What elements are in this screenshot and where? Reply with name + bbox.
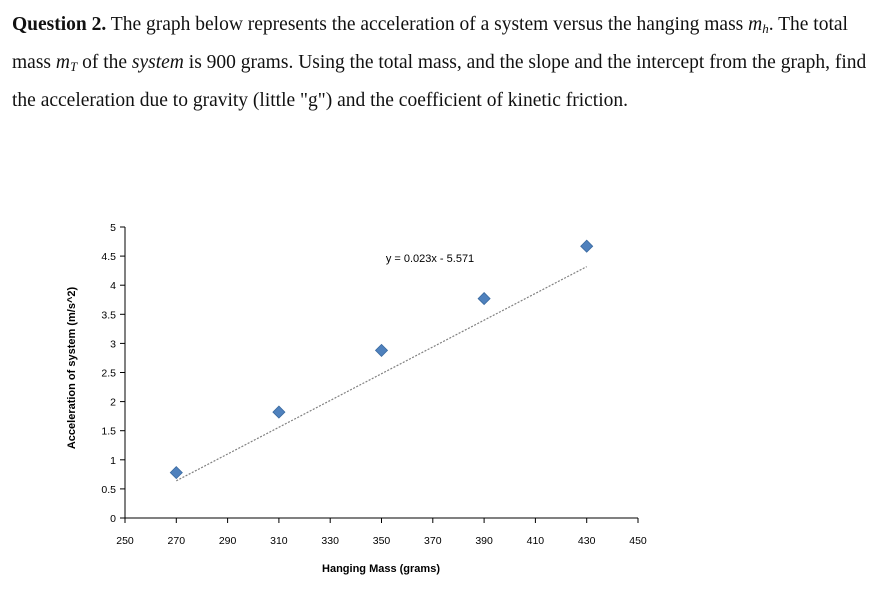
acceleration-chart: 0 0.5 1 1.5 2 2.5 3 3.5 4 4.5 5 250 270 290 310 330 350 3… <box>58 210 668 595</box>
question-text-part2: . The total mass <box>12 14 848 73</box>
chart-axes: 0 0.5 1 1.5 2 2.5 3 3.5 4 4.5 5 250 270 290 310 330 350 3… <box>101 222 647 547</box>
x-tick-label: 410 <box>527 535 545 547</box>
trendline <box>176 266 587 482</box>
x-tick-label: 350 <box>373 535 391 547</box>
y-tick-label: 2.5 <box>101 368 116 380</box>
data-point <box>477 292 491 306</box>
question-label: Question 2. <box>12 14 107 35</box>
data-point <box>374 343 389 357</box>
x-tick-label: 430 <box>578 535 596 547</box>
data-point <box>580 239 594 253</box>
y-tick-label: 4.5 <box>101 251 116 263</box>
total-mass-symbol: mT <box>55 52 78 74</box>
chart-svg: 0 0.5 1 1.5 2 2.5 3 3.5 4 4.5 5 250 270 290 310 330 350 3… <box>66 222 647 575</box>
y-tick-label: 2 <box>110 397 116 409</box>
y-tick-label: 4 <box>110 280 116 292</box>
system-word: system <box>131 52 184 73</box>
data-point <box>169 466 183 480</box>
question-text: Question 2. The graph below represents t… <box>12 6 872 120</box>
x-tick-label: 290 <box>219 535 237 547</box>
y-tick-label: 3 <box>110 338 116 350</box>
y-tick-label: 1.5 <box>101 426 116 438</box>
data-point <box>272 405 286 419</box>
x-tick-label: 330 <box>321 535 339 547</box>
x-axis-title: Hanging Mass (grams) <box>322 563 440 575</box>
x-tick-label: 250 <box>116 535 134 547</box>
hanging-mass-symbol: mh <box>748 14 769 36</box>
question-text-part4: is 900 grams. Using the total mass, and … <box>12 52 867 111</box>
y-tick-label: 5 <box>110 222 116 234</box>
trendline-equation-label: y = 0.023x - 5.571 <box>386 253 474 265</box>
question-text-part1: The graph below represents the accelerat… <box>106 14 749 35</box>
y-tick-label: 0 <box>110 513 116 525</box>
question-text-part3: of the <box>77 52 132 73</box>
x-tick-label: 370 <box>424 535 442 547</box>
x-tick-label: 390 <box>475 535 493 547</box>
y-axis-title: Acceleration of system (m/s^2) <box>66 287 78 450</box>
x-tick-label: 450 <box>629 535 647 547</box>
x-tick-label: 270 <box>168 535 186 547</box>
y-tick-label: 0.5 <box>101 484 116 496</box>
chart-points-group <box>169 239 594 480</box>
y-tick-label: 1 <box>110 455 116 467</box>
x-tick-label: 310 <box>270 535 288 547</box>
chart-trendline-group <box>176 266 587 482</box>
y-tick-label: 3.5 <box>101 309 116 321</box>
